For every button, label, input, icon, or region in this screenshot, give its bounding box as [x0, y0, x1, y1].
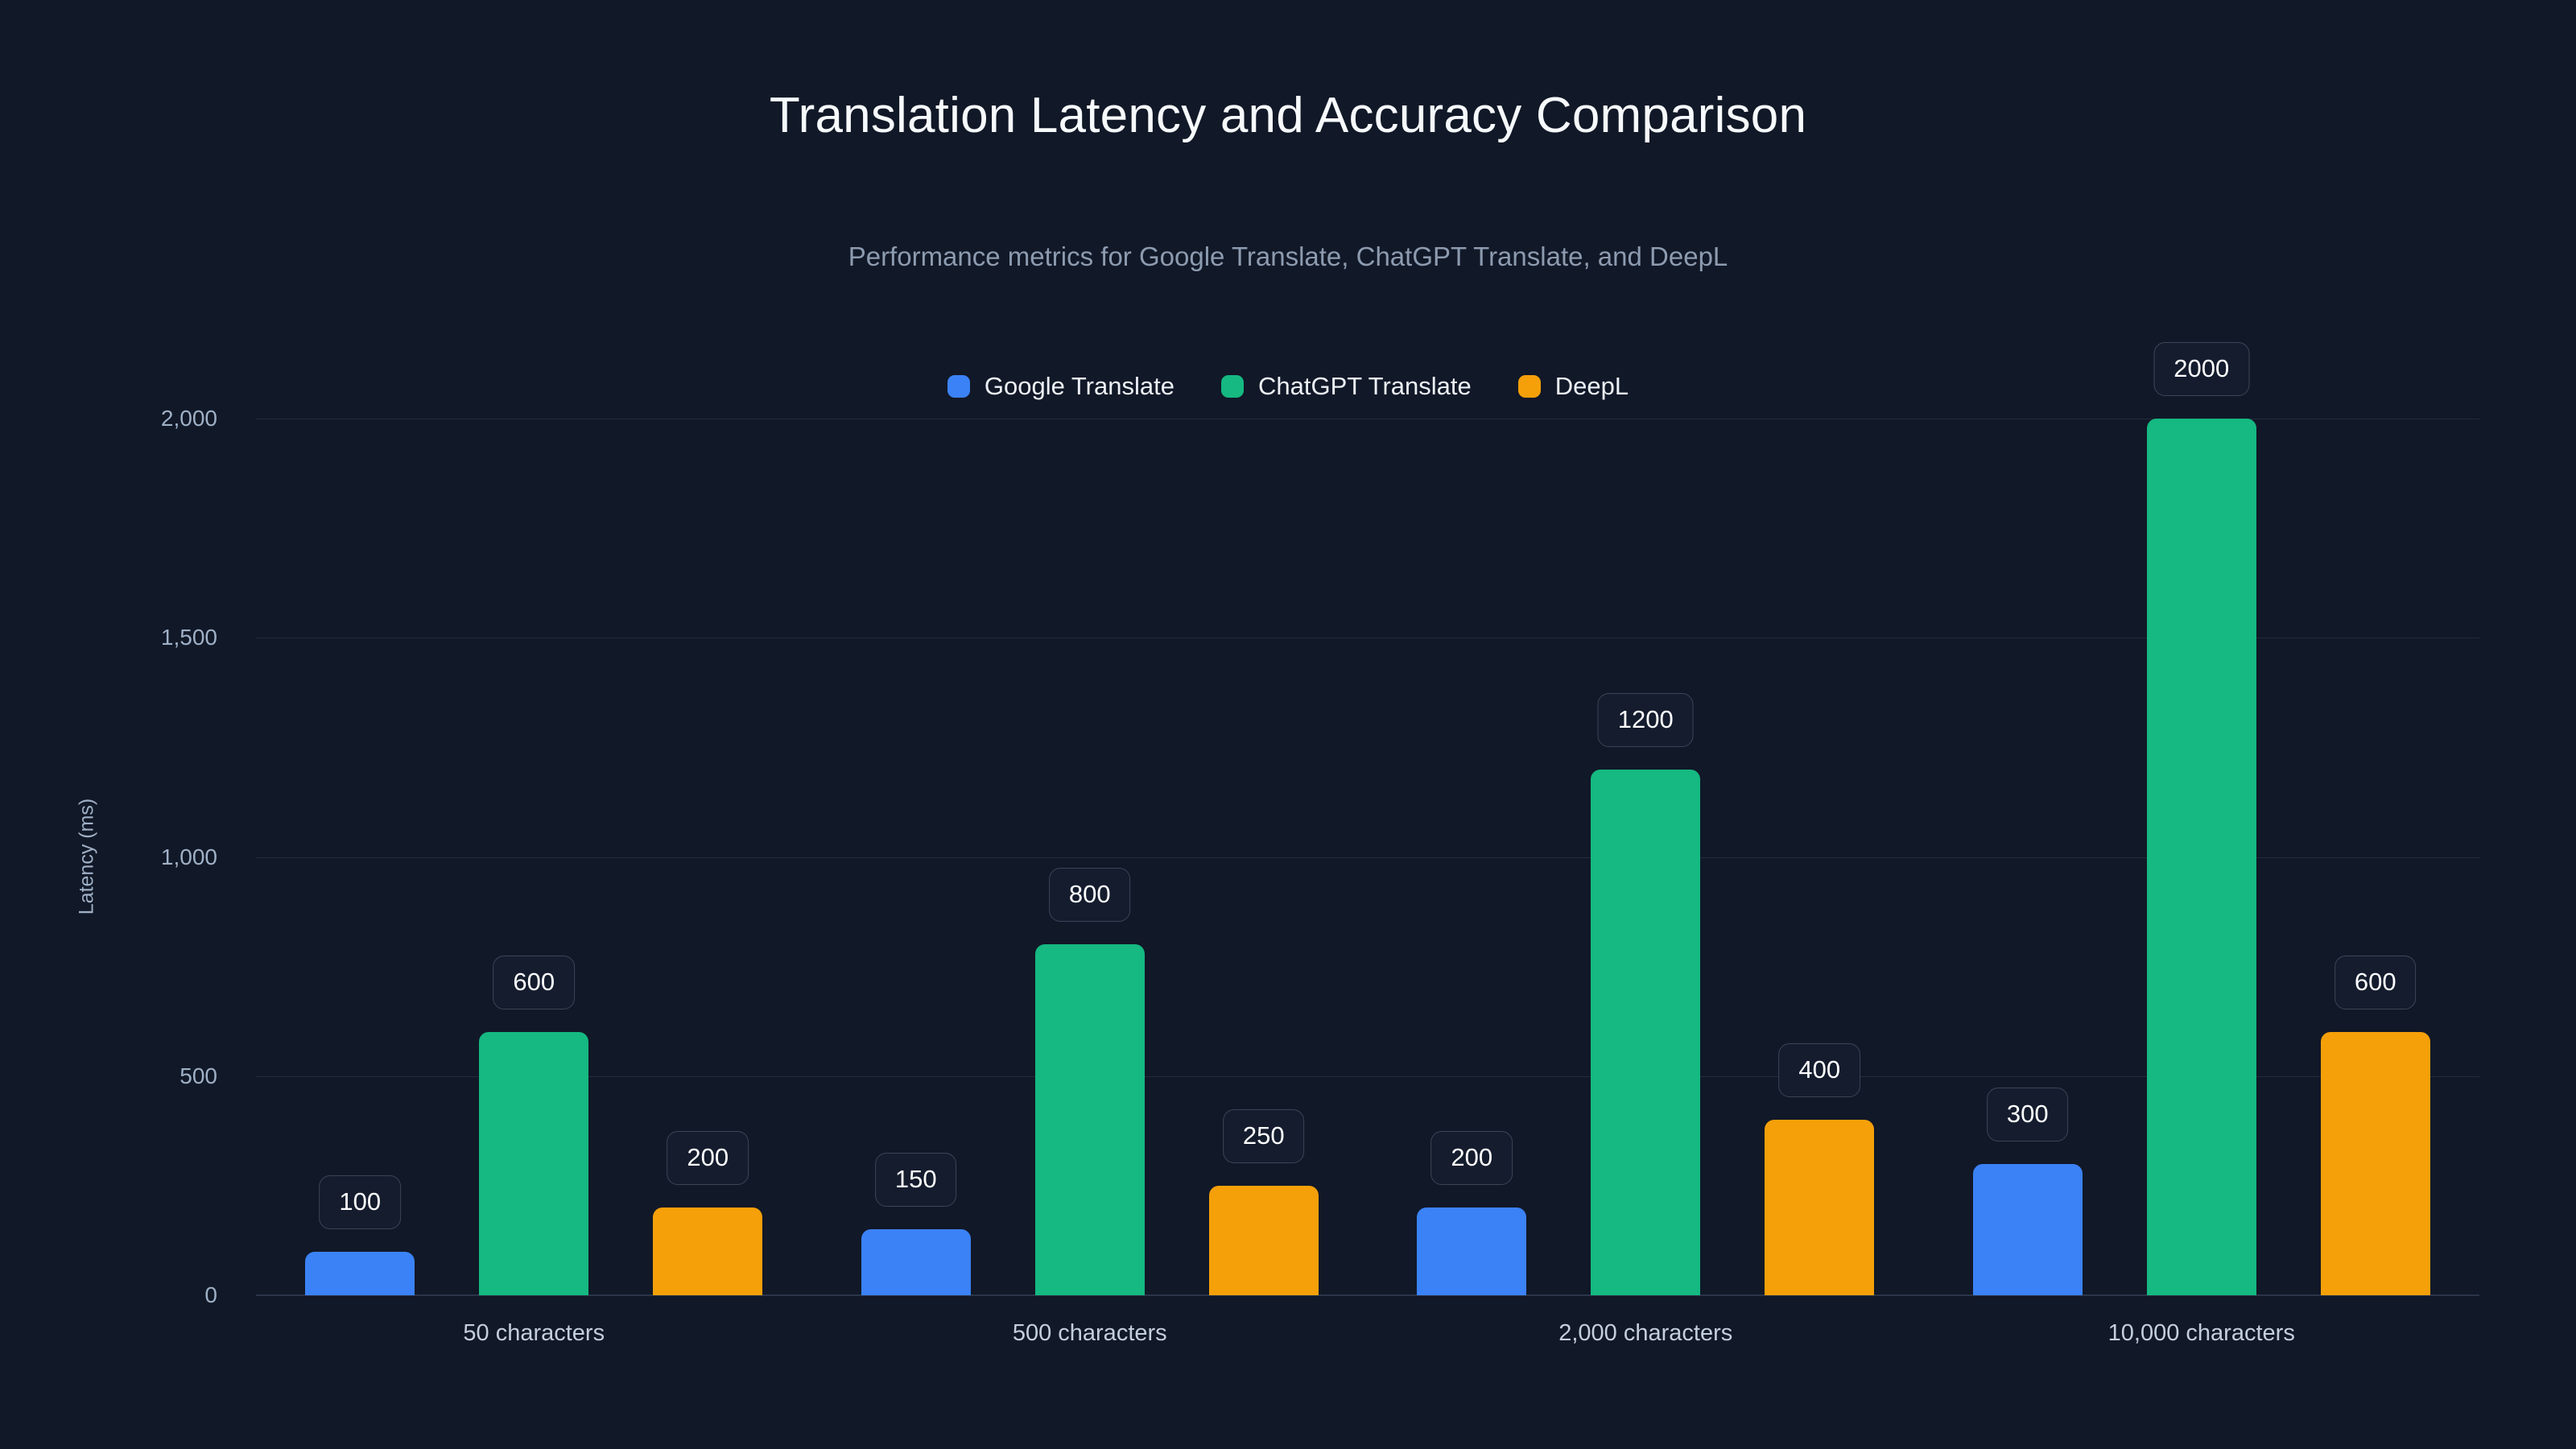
bar-deepl[interactable]	[1765, 1120, 1875, 1295]
bar-value-badge: 200	[1430, 1131, 1513, 1185]
x-axis-labels: 50 characters 500 characters 2,000 chara…	[256, 1320, 2479, 1347]
bar-value-badge: 1200	[1597, 693, 1694, 747]
bar-chatgpt-translate[interactable]	[1591, 770, 1701, 1295]
x-tick-label: 50 characters	[463, 1320, 605, 1346]
bar-slot: 600	[479, 419, 589, 1295]
gridline	[256, 857, 2479, 858]
legend-swatch-icon	[1220, 375, 1244, 398]
x-tick-label: 500 characters	[1012, 1320, 1167, 1346]
bar-value-badge: 400	[1778, 1043, 1861, 1097]
legend-label: Google Translate	[984, 372, 1174, 400]
x-tick-label: 10,000 characters	[2107, 1320, 2295, 1346]
bar-slot: 200	[653, 419, 763, 1295]
y-tick-label: 0	[204, 1282, 217, 1307]
legend-item-deepl[interactable]: DeepL	[1517, 372, 1629, 401]
x-tick-label: 2,000 characters	[1558, 1320, 1733, 1346]
bar-slot: 250	[1208, 419, 1319, 1295]
bar-value-badge: 200	[667, 1131, 749, 1185]
bar-slot: 600	[2320, 419, 2430, 1295]
bar-value-badge: 150	[874, 1153, 957, 1207]
legend-swatch-icon	[947, 375, 970, 398]
chart-subtitle: Performance metrics for Google Translate…	[848, 242, 1728, 271]
legend-label: DeepL	[1554, 372, 1629, 400]
page-title: Translation Latency and Accuracy Compari…	[769, 88, 1807, 143]
bar-value-badge: 250	[1222, 1109, 1305, 1163]
bar-deepl[interactable]	[2320, 1032, 2430, 1295]
x-axis-line	[256, 1294, 2479, 1296]
bar-slot: 2000	[2146, 342, 2256, 1295]
bar-value-badge: 100	[319, 1175, 402, 1229]
bar-chatgpt-translate[interactable]	[479, 1032, 589, 1295]
y-tick-label: 500	[180, 1063, 217, 1088]
chart-legend: Google Translate ChatGPT Translate DeepL	[0, 372, 2576, 401]
bar-google-translate[interactable]	[861, 1229, 971, 1295]
bar-slot: 800	[1034, 419, 1145, 1295]
bar-value-badge: 800	[1048, 868, 1131, 922]
y-tick-label: 1,000	[160, 844, 217, 869]
bar-value-badge: 2000	[2153, 342, 2250, 396]
bar-groups: 100 600 200 150 800 250	[256, 342, 2480, 1295]
bar-group-500-characters: 150 800 250	[812, 419, 1368, 1295]
legend-swatch-icon	[1517, 375, 1541, 398]
plot-area	[256, 419, 2479, 1296]
bar-deepl[interactable]	[1208, 1186, 1319, 1295]
bar-google-translate[interactable]	[1417, 1208, 1527, 1295]
y-tick-label: 1,500	[160, 625, 217, 650]
gridline	[256, 1076, 2479, 1077]
y-tick-label: 2,000	[160, 406, 217, 431]
bar-slot: 1200	[1591, 419, 1701, 1295]
y-axis-ticks: 2,000 1,500 1,000 500 0	[0, 406, 232, 1307]
bar-value-badge: 600	[2334, 956, 2417, 1009]
bar-google-translate[interactable]	[305, 1252, 415, 1295]
bar-chatgpt-translate[interactable]	[2146, 419, 2256, 1295]
bar-chatgpt-translate[interactable]	[1034, 944, 1145, 1295]
bar-slot: 300	[1972, 419, 2083, 1295]
bar-group-2000-characters: 200 1200 400	[1368, 419, 1924, 1295]
legend-item-chatgpt-translate[interactable]: ChatGPT Translate	[1220, 372, 1472, 401]
bar-google-translate[interactable]	[1972, 1164, 2083, 1295]
bar-slot: 400	[1765, 419, 1875, 1295]
bar-group-50-characters: 100 600 200	[256, 419, 812, 1295]
bar-value-badge: 600	[493, 956, 576, 1009]
bar-slot: 100	[305, 419, 415, 1295]
bar-slot: 150	[861, 419, 971, 1295]
bar-deepl[interactable]	[653, 1208, 763, 1295]
bar-value-badge: 300	[1986, 1088, 2069, 1141]
bar-slot: 200	[1417, 419, 1527, 1295]
legend-label: ChatGPT Translate	[1257, 372, 1472, 400]
legend-item-google-translate[interactable]: Google Translate	[947, 372, 1174, 401]
bar-group-10000-characters: 300 2000 600	[1924, 342, 2480, 1295]
